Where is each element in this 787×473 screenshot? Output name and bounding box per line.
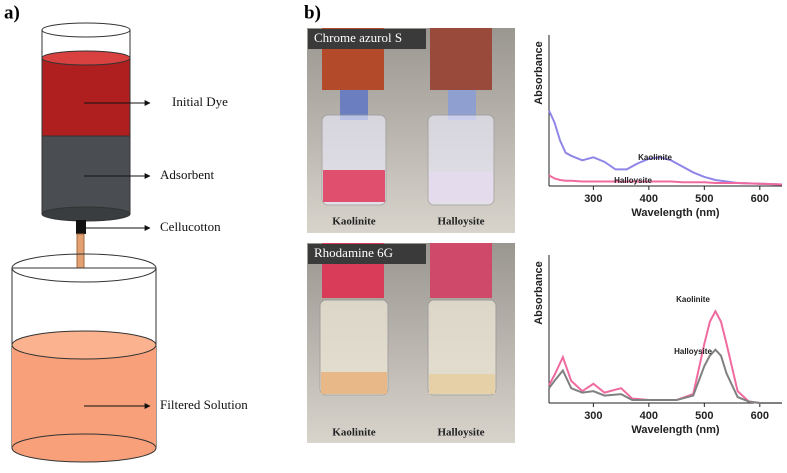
x-tick-label: 500 bbox=[695, 410, 713, 422]
diagram-label: Filtered Solution bbox=[160, 397, 248, 412]
y-axis-label: Absorbance bbox=[533, 41, 545, 105]
panel-label: a) bbox=[4, 2, 20, 23]
diagram-label: Cellucotton bbox=[160, 219, 221, 234]
x-axis-label: Wavelength (nm) bbox=[631, 424, 720, 436]
series-label: Kaolinite bbox=[676, 295, 710, 304]
photo bbox=[307, 28, 515, 233]
photo-label: Halloysite bbox=[437, 216, 484, 228]
series-label: Halloysite bbox=[674, 347, 712, 356]
x-tick-label: 400 bbox=[640, 193, 658, 205]
panel-label: b) bbox=[304, 2, 321, 23]
x-axis-label: Wavelength (nm) bbox=[631, 207, 720, 219]
x-tick-label: 600 bbox=[751, 193, 769, 205]
x-tick-label: 600 bbox=[751, 410, 769, 422]
series-label: Kaolinite bbox=[638, 153, 672, 162]
data-line bbox=[548, 174, 783, 186]
column-diagram bbox=[11, 22, 157, 463]
x-tick-label: 300 bbox=[584, 410, 602, 422]
data-line bbox=[548, 348, 782, 404]
photo-label: Kaolinite bbox=[332, 427, 376, 439]
x-tick-label: 300 bbox=[584, 193, 602, 205]
photo-title: Chrome azurol S bbox=[314, 30, 402, 45]
diagram-label: Adsorbent bbox=[160, 167, 215, 182]
photo bbox=[307, 243, 515, 443]
photo-label: Kaolinite bbox=[332, 216, 376, 228]
photo-title: Rhodamine 6G bbox=[314, 245, 393, 260]
data-line bbox=[548, 309, 782, 404]
series-label: Halloysite bbox=[614, 176, 652, 185]
x-tick-label: 500 bbox=[695, 193, 713, 205]
diagram-label: Initial Dye bbox=[172, 94, 228, 109]
y-axis-label: Absorbance bbox=[533, 261, 545, 325]
photo-label: Halloysite bbox=[437, 427, 484, 439]
x-tick-label: 400 bbox=[640, 410, 658, 422]
data-line bbox=[548, 110, 783, 186]
